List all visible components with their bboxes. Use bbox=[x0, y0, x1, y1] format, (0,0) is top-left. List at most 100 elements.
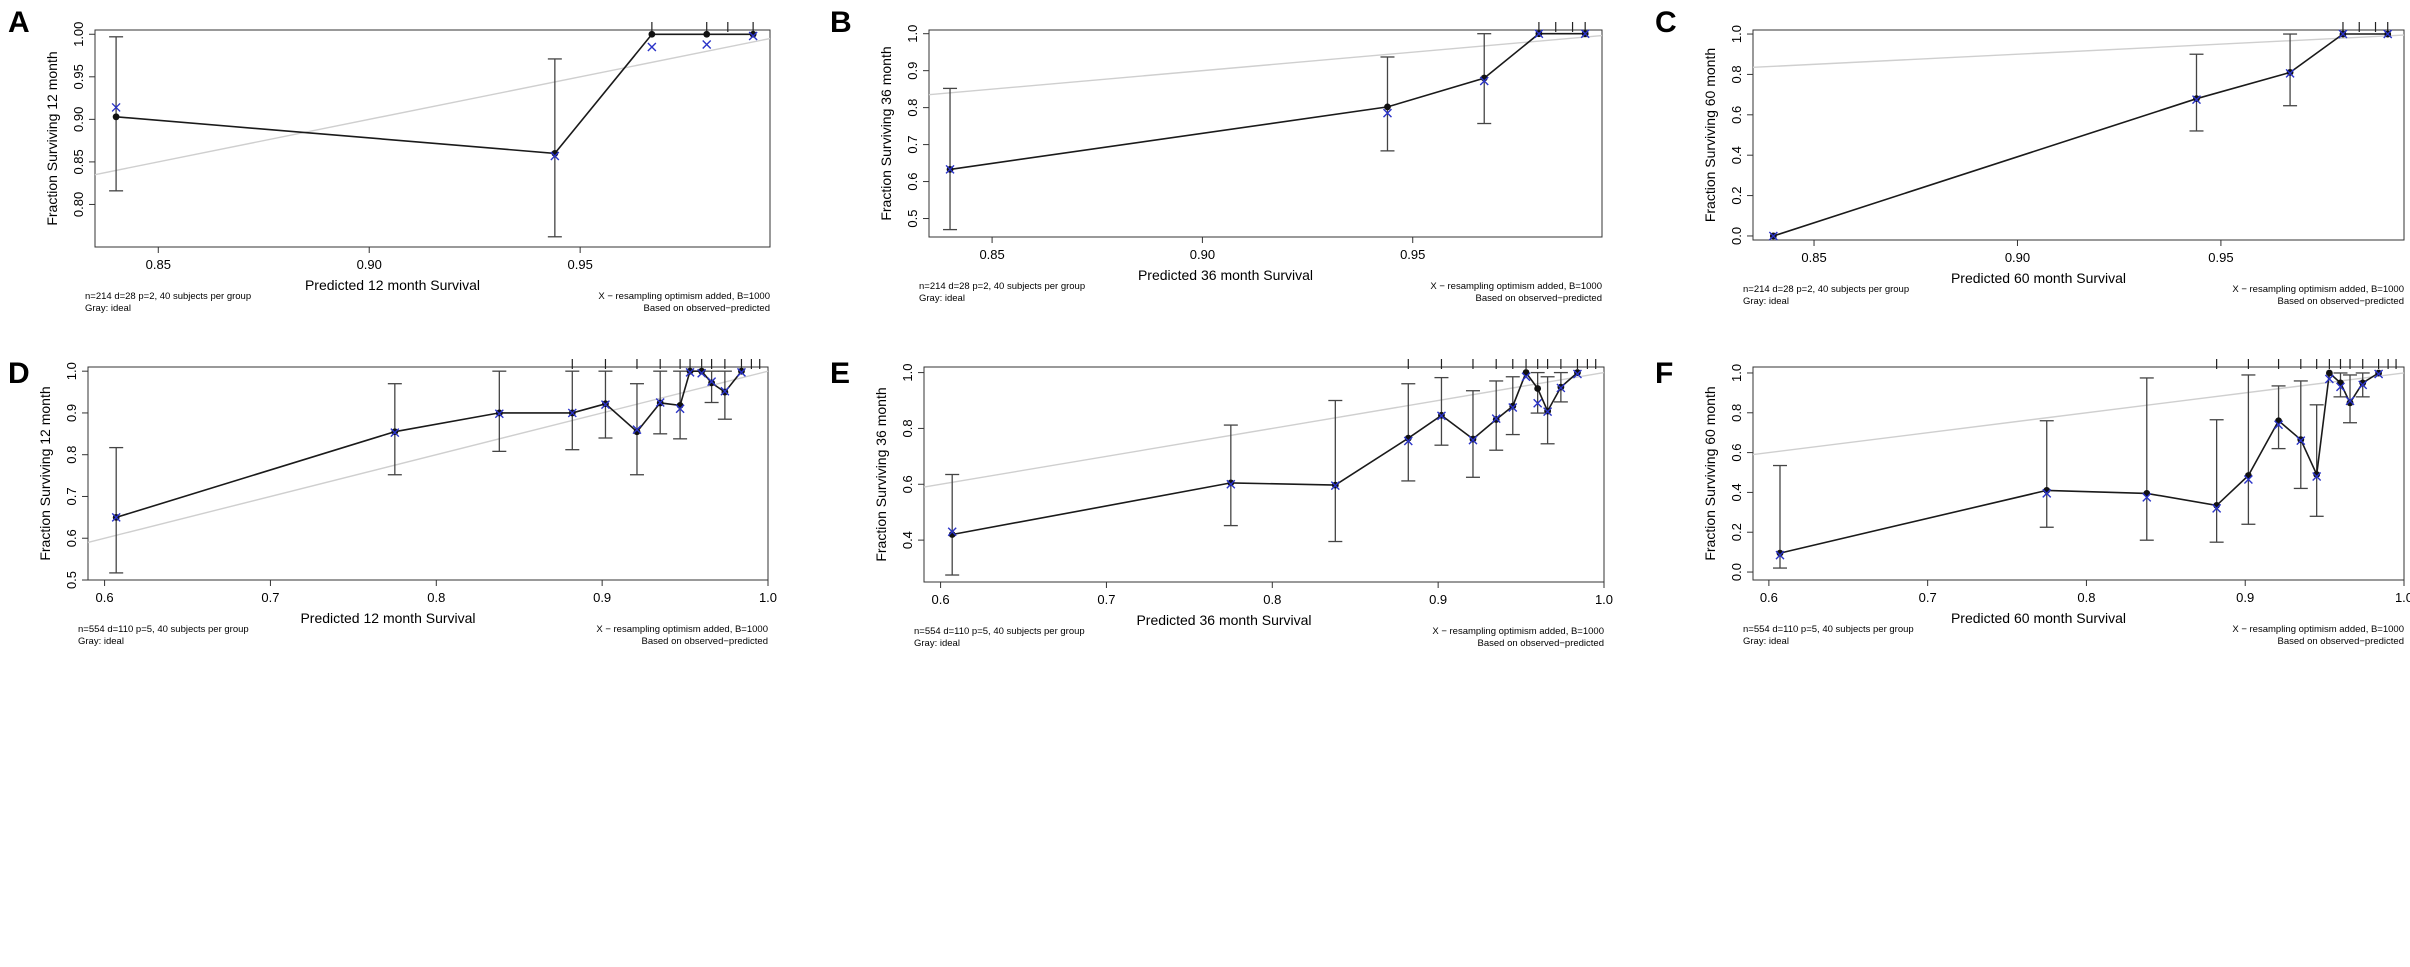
panel-a: A 0.85 0.90 0.95 0.80 0.85 0.90 0.95 1.00 Predict… bbox=[8, 6, 771, 314]
corrected-x-marker bbox=[2383, 29, 2393, 39]
corrected-x-marker bbox=[1521, 372, 1531, 382]
y-tick-label: 1.0 bbox=[905, 25, 920, 43]
corrected-x-marker bbox=[632, 425, 642, 435]
footnote-resampling: X − resampling optimism added, B=1000 bbox=[596, 624, 768, 635]
x-tick-label: 0.7 bbox=[1097, 592, 1115, 607]
y-tick-label: 0.80 bbox=[71, 192, 86, 217]
corrected-x-marker bbox=[736, 367, 746, 377]
x-tick-label: 0.9 bbox=[2236, 590, 2254, 605]
y-axis-title: Fraction Surviving 12 month bbox=[44, 51, 60, 225]
corrected-x-marker bbox=[947, 527, 957, 537]
x-tick-label: 0.7 bbox=[261, 590, 279, 605]
corrected-x-marker bbox=[748, 31, 758, 41]
observed-line bbox=[1779, 371, 2380, 554]
plot-frame bbox=[94, 29, 771, 248]
ideal-line bbox=[928, 34, 1603, 96]
observed-point bbox=[703, 30, 711, 38]
corrected-x-marker bbox=[494, 409, 504, 419]
x-tick-label: 1.0 bbox=[1595, 592, 1613, 607]
y-tick-label: 0.7 bbox=[905, 136, 920, 154]
y-tick-label: 0.9 bbox=[905, 62, 920, 80]
panel-e: E 0.6 0.7 0.8 0.9 1.0 0.4 0.6 0.8 1.0 Predicted 36… bbox=[830, 357, 1613, 649]
footnote-sample-info: n=554 d=110 p=5, 40 subjects per group bbox=[914, 626, 1085, 637]
footnote-sample-info: n=214 d=28 p=2, 40 subjects per group bbox=[1743, 284, 1909, 295]
footnote-sample-info: n=554 d=110 p=5, 40 subjects per group bbox=[1743, 624, 1914, 635]
observed-point bbox=[1574, 369, 1581, 376]
observed-line bbox=[116, 33, 754, 155]
corrected-x-marker bbox=[702, 39, 712, 49]
corrected-x-marker bbox=[1468, 435, 1478, 445]
observed-point bbox=[1384, 103, 1391, 111]
footnote-resampling: X − resampling optimism added, B=1000 bbox=[2232, 624, 2404, 635]
x-tick-label: 0.95 bbox=[1400, 247, 1425, 262]
y-tick-label: 0.6 bbox=[1729, 106, 1744, 124]
x-tick-label: 0.95 bbox=[2208, 250, 2233, 265]
x-tick-label: 0.8 bbox=[2077, 590, 2095, 605]
corrected-x-marker bbox=[111, 512, 121, 522]
y-tick-label: 0.8 bbox=[900, 419, 915, 437]
observed-point bbox=[2375, 369, 2382, 377]
y-tick-label: 0.4 bbox=[1729, 483, 1744, 501]
panel-c: C 0.85 0.90 0.95 0.0 0.2 0.4 0.6 0.8 1.0 Predicted… bbox=[1655, 6, 2405, 307]
observed-line bbox=[1773, 33, 2388, 237]
observed-point bbox=[112, 113, 120, 121]
corrected-x-marker bbox=[1572, 369, 1582, 379]
plot-frame bbox=[1752, 366, 2405, 581]
observed-point bbox=[633, 428, 641, 436]
y-tick-label: 0.2 bbox=[1729, 523, 1744, 541]
footnote-based-on: Based on observed−predicted bbox=[644, 303, 771, 314]
y-tick-label: 0.85 bbox=[71, 149, 86, 174]
ideal-line bbox=[923, 371, 1605, 488]
observed-point bbox=[2346, 399, 2354, 407]
y-tick-label: 1.0 bbox=[64, 362, 79, 380]
x-tick-label: 1.0 bbox=[759, 590, 777, 605]
observed-point bbox=[1227, 479, 1235, 487]
ideal-line bbox=[1752, 34, 2405, 69]
y-axis-title: Fraction Surviving 60 month bbox=[1702, 48, 1718, 222]
footnote-resampling: X − resampling optimism added, B=1000 bbox=[2232, 284, 2404, 295]
observed-point bbox=[1509, 402, 1517, 410]
x-tick-label: 0.85 bbox=[146, 257, 171, 272]
footnote-based-on: Based on observed−predicted bbox=[1478, 638, 1605, 649]
corrected-x-marker bbox=[675, 404, 685, 414]
x-tick-label: 1.0 bbox=[2395, 590, 2410, 605]
corrected-x-marker bbox=[647, 42, 657, 52]
y-tick-label: 0.6 bbox=[905, 173, 920, 191]
corrected-x-marker bbox=[1775, 550, 1785, 560]
panel-b: B 0.85 0.90 0.95 0.5 0.6 0.7 0.8 0.9 1.0 Predicted… bbox=[830, 6, 1603, 304]
corrected-x-marker bbox=[1543, 407, 1553, 417]
corrected-x-marker bbox=[2296, 436, 2306, 446]
observed-point bbox=[686, 367, 694, 375]
y-axis-title: Fraction Surviving 60 month bbox=[1702, 386, 1718, 560]
corrected-x-marker bbox=[2212, 503, 2222, 513]
panel-letter: A bbox=[8, 6, 30, 39]
x-tick-label: 0.6 bbox=[96, 590, 114, 605]
x-axis-title: Predicted 12 month Survival bbox=[300, 610, 475, 626]
y-axis-title: Fraction Surviving 36 month bbox=[878, 46, 894, 220]
x-tick-label: 0.8 bbox=[427, 590, 445, 605]
observed-point bbox=[2359, 379, 2367, 387]
ideal-line bbox=[94, 37, 771, 176]
panel-letter: D bbox=[8, 357, 30, 390]
corrected-x-marker bbox=[111, 102, 121, 112]
observed-point bbox=[2297, 436, 2305, 444]
observed-line bbox=[949, 32, 1586, 171]
footnote-sample-info: n=554 d=110 p=5, 40 subjects per group bbox=[78, 624, 249, 635]
corrected-x-marker bbox=[2312, 471, 2322, 481]
ideal-line bbox=[87, 370, 769, 544]
corrected-x-marker bbox=[2345, 396, 2355, 406]
y-tick-label: 0.0 bbox=[1729, 563, 1744, 581]
observed-point bbox=[2313, 471, 2321, 478]
corrected-x-marker bbox=[1508, 402, 1518, 412]
x-axis-title: Predicted 60 month Survival bbox=[1951, 610, 2126, 626]
plot-frame bbox=[928, 29, 1603, 238]
corrected-x-marker bbox=[945, 164, 955, 174]
x-tick-label: 0.9 bbox=[593, 590, 611, 605]
corrected-x-marker bbox=[655, 398, 665, 407]
x-tick-label: 0.90 bbox=[2005, 250, 2030, 265]
x-tick-label: 0.95 bbox=[568, 257, 593, 272]
observed-point bbox=[708, 379, 716, 387]
x-tick-label: 0.85 bbox=[979, 247, 1004, 262]
corrected-x-marker bbox=[2374, 369, 2384, 379]
